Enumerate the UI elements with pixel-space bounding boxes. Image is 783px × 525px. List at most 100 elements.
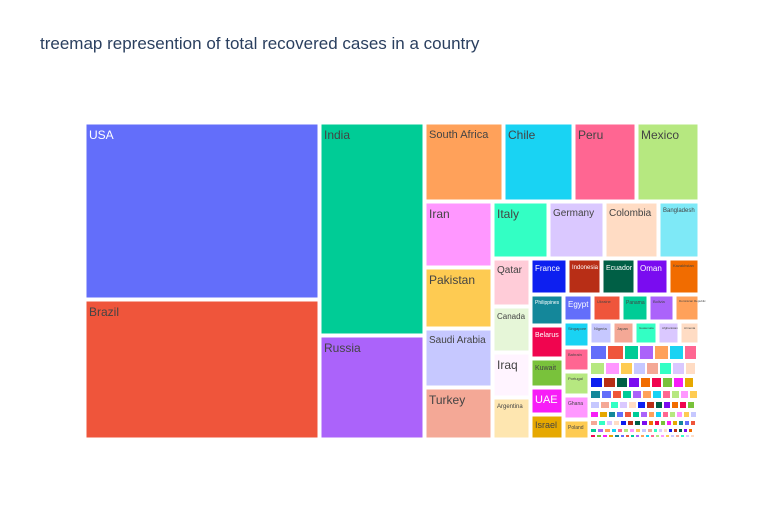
- tile-small[interactable]: [591, 412, 598, 417]
- tile-small[interactable]: [629, 378, 639, 387]
- tile-small[interactable]: [604, 378, 615, 387]
- tile-small[interactable]: [673, 421, 677, 425]
- tile-singapore[interactable]: Singapore: [564, 322, 589, 347]
- tile-small[interactable]: [603, 435, 607, 437]
- tile-rect[interactable]: [659, 202, 699, 258]
- tile-brazil[interactable]: Brazil: [85, 300, 319, 439]
- tile-rect[interactable]: [564, 295, 592, 321]
- tile-italy[interactable]: Italy: [493, 202, 548, 258]
- tile-small[interactable]: [685, 378, 693, 387]
- tile-ecuador[interactable]: Ecuador: [602, 259, 635, 294]
- tile-rect[interactable]: [531, 359, 563, 387]
- tile-small[interactable]: [691, 435, 694, 437]
- tile-mexico[interactable]: Mexico: [637, 123, 699, 201]
- tile-small[interactable]: [641, 378, 650, 387]
- tile-germany[interactable]: Germany: [549, 202, 604, 258]
- tile-small[interactable]: [671, 435, 674, 437]
- tile-small[interactable]: [676, 435, 679, 437]
- tile-small[interactable]: [591, 429, 596, 432]
- tile-ukraine[interactable]: Ukraine: [593, 295, 621, 321]
- tile-rect[interactable]: [602, 259, 635, 294]
- tile-rect[interactable]: [649, 295, 674, 321]
- tile-rect[interactable]: [605, 202, 658, 258]
- tile-afghanistan[interactable]: Afghanistan: [658, 322, 679, 344]
- tile-small[interactable]: [630, 429, 634, 432]
- tile-turkey[interactable]: Turkey: [425, 388, 492, 439]
- tile-small[interactable]: [621, 421, 626, 425]
- tile-small[interactable]: [621, 435, 624, 437]
- tile-small[interactable]: [591, 363, 604, 374]
- tile-rect[interactable]: [85, 300, 319, 439]
- tile-rect[interactable]: [493, 353, 530, 397]
- tile-argentina[interactable]: Argentina: [493, 398, 530, 439]
- tile-small[interactable]: [652, 378, 661, 387]
- tile-rect[interactable]: [493, 398, 530, 439]
- tile-small[interactable]: [655, 421, 659, 425]
- tile-small[interactable]: [655, 346, 668, 359]
- tile-uae[interactable]: UAE: [531, 388, 563, 414]
- tile-small[interactable]: [605, 429, 610, 432]
- tile-small[interactable]: [623, 391, 631, 398]
- tile-small[interactable]: [634, 363, 645, 374]
- tile-small[interactable]: [615, 435, 619, 437]
- tile-small[interactable]: [659, 429, 662, 432]
- tile-small[interactable]: [618, 429, 622, 432]
- tile-rect[interactable]: [675, 295, 699, 321]
- tile-small[interactable]: [633, 391, 641, 398]
- tile-small[interactable]: [607, 421, 612, 425]
- tile-small[interactable]: [661, 435, 664, 437]
- tile-small[interactable]: [664, 402, 670, 408]
- tile-small[interactable]: [625, 412, 631, 417]
- tile-small[interactable]: [679, 429, 682, 432]
- tile-rect[interactable]: [669, 259, 699, 294]
- tile-india[interactable]: India: [320, 123, 424, 335]
- tile-rect[interactable]: [85, 123, 319, 299]
- tile-small[interactable]: [669, 429, 672, 432]
- tile-small[interactable]: [642, 429, 646, 432]
- tile-rect[interactable]: [425, 268, 492, 328]
- tile-small[interactable]: [673, 363, 684, 374]
- tile-small[interactable]: [600, 412, 607, 417]
- tile-small[interactable]: [591, 435, 595, 437]
- tile-small[interactable]: [612, 429, 616, 432]
- tile-japan[interactable]: Japan: [613, 322, 634, 344]
- tile-rect[interactable]: [564, 420, 589, 439]
- tile-kazakhstan[interactable]: Kazakhstan: [669, 259, 699, 294]
- tile-small[interactable]: [598, 429, 603, 432]
- tile-small[interactable]: [686, 363, 695, 374]
- tile-small[interactable]: [660, 363, 671, 374]
- tile-poland[interactable]: Poland: [564, 420, 589, 439]
- tile-small[interactable]: [631, 435, 634, 437]
- tile-rect[interactable]: [531, 295, 563, 325]
- tile-panama[interactable]: Panama: [622, 295, 648, 321]
- tile-small[interactable]: [680, 402, 686, 408]
- tile-rect[interactable]: [493, 307, 530, 352]
- tile-small[interactable]: [601, 402, 609, 408]
- tile-small[interactable]: [609, 435, 613, 437]
- tile-small[interactable]: [602, 391, 611, 398]
- tile-small[interactable]: [641, 435, 644, 437]
- tile-usa[interactable]: USA: [85, 123, 319, 299]
- tile-small[interactable]: [591, 421, 597, 425]
- tile-rect[interactable]: [568, 259, 601, 294]
- tile-rect[interactable]: [493, 202, 548, 258]
- tile-egypt[interactable]: Egypt: [564, 295, 592, 321]
- tile-bahrain[interactable]: Bahrain: [564, 348, 589, 371]
- tile-small[interactable]: [672, 391, 679, 398]
- tile-small[interactable]: [670, 346, 683, 359]
- tile-indonesia[interactable]: Indonesia: [568, 259, 601, 294]
- tile-bangladesh[interactable]: Bangladesh: [659, 202, 699, 258]
- tile-small[interactable]: [661, 421, 665, 425]
- tile-rect[interactable]: [425, 329, 492, 387]
- tile-small[interactable]: [643, 391, 651, 398]
- tile-small[interactable]: [591, 391, 600, 398]
- tile-small[interactable]: [642, 421, 647, 425]
- tile-ghana[interactable]: Ghana: [564, 396, 589, 419]
- tile-russia[interactable]: Russia: [320, 336, 424, 439]
- tile-small[interactable]: [611, 402, 618, 408]
- tile-small[interactable]: [672, 402, 678, 408]
- tile-colombia[interactable]: Colombia: [605, 202, 658, 258]
- tile-rect[interactable]: [564, 348, 589, 371]
- tile-small[interactable]: [624, 429, 628, 432]
- tile-small[interactable]: [591, 346, 606, 359]
